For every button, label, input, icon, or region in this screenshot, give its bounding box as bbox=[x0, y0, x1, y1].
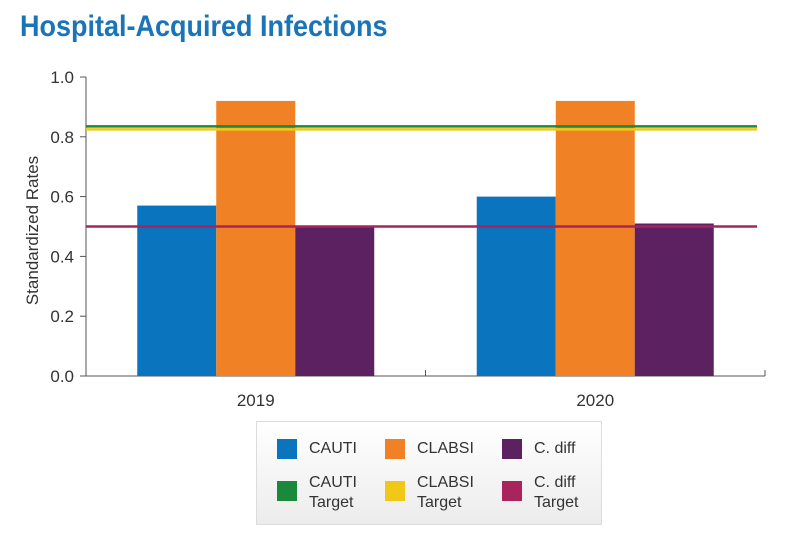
legend-label-cdiff-target-1: C. diff bbox=[534, 474, 576, 491]
bar-cauti-2019 bbox=[137, 205, 217, 376]
bar-clabsi-2020 bbox=[555, 100, 635, 377]
legend-swatch-clabsi bbox=[385, 439, 405, 459]
y-tick-label: 0.2 bbox=[50, 307, 74, 326]
y-tick-label: 0.6 bbox=[50, 188, 74, 207]
legend-swatch-clabsi-target bbox=[385, 481, 405, 501]
bar-c-diff-2019 bbox=[295, 226, 375, 376]
legend-item-cdiff: C. diff bbox=[502, 439, 576, 459]
legend-item-clabsi-target: CLABSI Target bbox=[385, 473, 474, 513]
legend: CAUTI CLABSI C. diff CAUTI Target CLABSI… bbox=[256, 421, 602, 525]
legend-item-clabsi: CLABSI bbox=[385, 439, 474, 459]
y-tick-label: 0.0 bbox=[50, 367, 74, 386]
legend-label-cauti-target-2: Target bbox=[309, 494, 354, 511]
y-tick-label: 0.4 bbox=[50, 247, 74, 266]
legend-swatch-cdiff bbox=[502, 439, 522, 459]
y-axis-title: Standardized Rates bbox=[23, 156, 42, 305]
legend-label-clabsi-target-2: Target bbox=[417, 494, 462, 511]
legend-swatch-cauti bbox=[277, 439, 297, 459]
legend-label-cdiff: C. diff bbox=[534, 440, 576, 457]
legend-item-cdiff-target: C. diff Target bbox=[502, 473, 578, 513]
y-tick-label: 0.8 bbox=[50, 128, 74, 147]
legend-item-cauti-target: CAUTI Target bbox=[277, 473, 357, 513]
chart-area: 0.0 0.2 0.4 0.6 0.8 1.0 Standardized Rates 2019… bbox=[23, 68, 766, 410]
bar-clabsi-2019 bbox=[216, 100, 296, 377]
x-tick-label: 2020 bbox=[576, 391, 614, 410]
legend-label-cauti-target-1: CAUTI bbox=[309, 474, 357, 491]
y-tick-label: 1.0 bbox=[50, 68, 74, 87]
chart-title: Hospital-Acquired Infections bbox=[20, 10, 388, 43]
legend-swatch-cdiff-target bbox=[502, 481, 522, 501]
bar-c-diff-2020 bbox=[634, 223, 714, 376]
x-tick-label: 2019 bbox=[237, 391, 275, 410]
legend-swatch-cauti-target bbox=[277, 481, 297, 501]
legend-label-clabsi-target-1: CLABSI bbox=[417, 474, 474, 491]
legend-label-clabsi: CLABSI bbox=[417, 440, 474, 457]
legend-label-cauti: CAUTI bbox=[309, 440, 357, 457]
legend-label-cdiff-target-2: Target bbox=[534, 494, 579, 511]
legend-item-cauti: CAUTI bbox=[277, 439, 357, 459]
bar-cauti-2020 bbox=[476, 196, 556, 376]
